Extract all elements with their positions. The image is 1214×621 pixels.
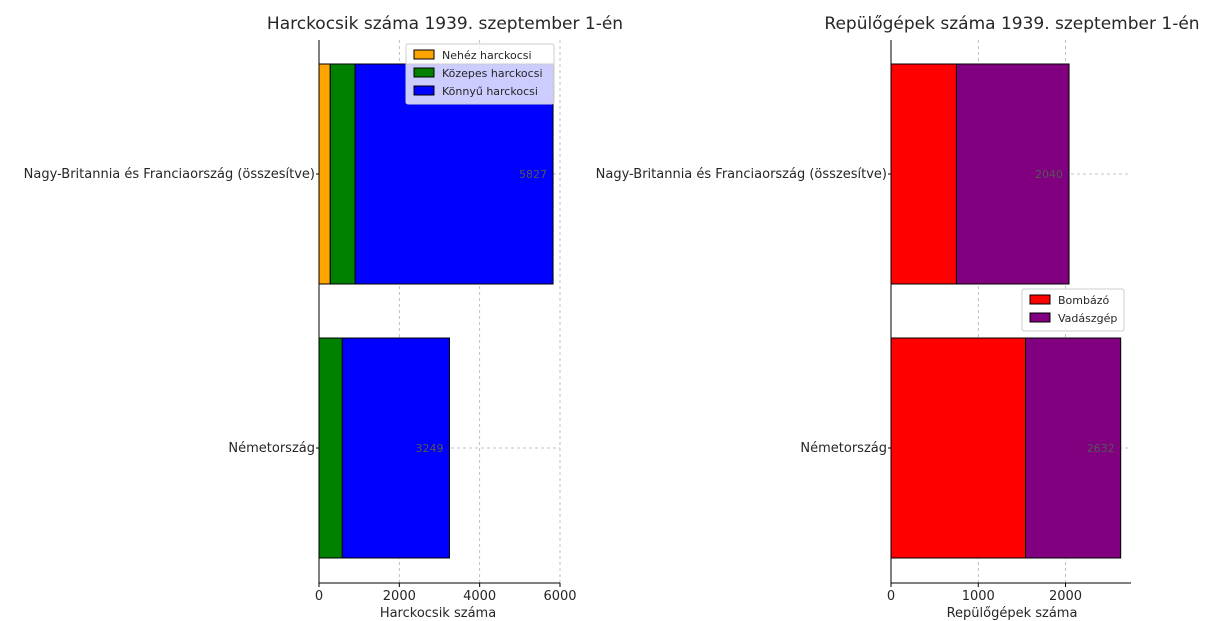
x-axis-label: Harckocsik száma (380, 606, 496, 621)
bar-segment (318, 337, 343, 559)
y-tick-label: Nagy-Britannia és Franciaország (összesí… (24, 167, 315, 182)
data-label: 2040 (1035, 168, 1063, 181)
legend-swatch (1029, 312, 1051, 323)
x-tick-label: 0 (315, 589, 323, 604)
y-tick-label: Nagy-Britannia és Franciaország (összesí… (596, 167, 887, 182)
bar-segment (955, 63, 1070, 285)
tank-chart: Harckocsik száma 1939. szeptember 1-én H… (24, 14, 623, 621)
data-label: 5827 (519, 168, 547, 181)
x-tick-label: 2000 (383, 589, 416, 604)
x-tick-label: 6000 (543, 589, 576, 604)
legend-label: Könnyű harckocsi (442, 85, 538, 98)
bar-segment (890, 337, 1027, 559)
y-tick-label: Németország (228, 441, 315, 456)
x-tick-label: 4000 (463, 589, 496, 604)
chart-title: Repülőgépek száma 1939. szeptember 1-én (824, 14, 1199, 34)
aircraft-chart: Repülőgépek száma 1939. szeptember 1-én … (596, 14, 1200, 621)
legend-label: Bombázó (1058, 294, 1109, 307)
bar-segment (318, 63, 331, 285)
chart-title: Harckocsik száma 1939. szeptember 1-én (267, 14, 623, 34)
y-tick-label: Németország (800, 441, 887, 456)
legend-swatch (413, 67, 435, 78)
legend-label: Nehéz harckocsi (442, 49, 532, 62)
bar-segment (1025, 337, 1122, 559)
legend-swatch (1029, 294, 1051, 305)
data-label: 2632 (1087, 442, 1115, 455)
bar-segment (341, 337, 451, 559)
data-label: 3249 (416, 442, 444, 455)
legend-swatch (413, 49, 435, 60)
bar-segment (890, 63, 957, 285)
legend-swatch (413, 85, 435, 96)
legend-box (405, 43, 555, 105)
x-tick-label: 1000 (962, 589, 995, 604)
x-axis-label: Repülőgépek száma (947, 606, 1078, 621)
x-tick-label: 2000 (1049, 589, 1082, 604)
legend-label: Vadászgép (1058, 312, 1117, 325)
legend-label: Közepes harckocsi (442, 67, 543, 80)
x-tick-label: 0 (887, 589, 895, 604)
bar-segment (329, 63, 356, 285)
